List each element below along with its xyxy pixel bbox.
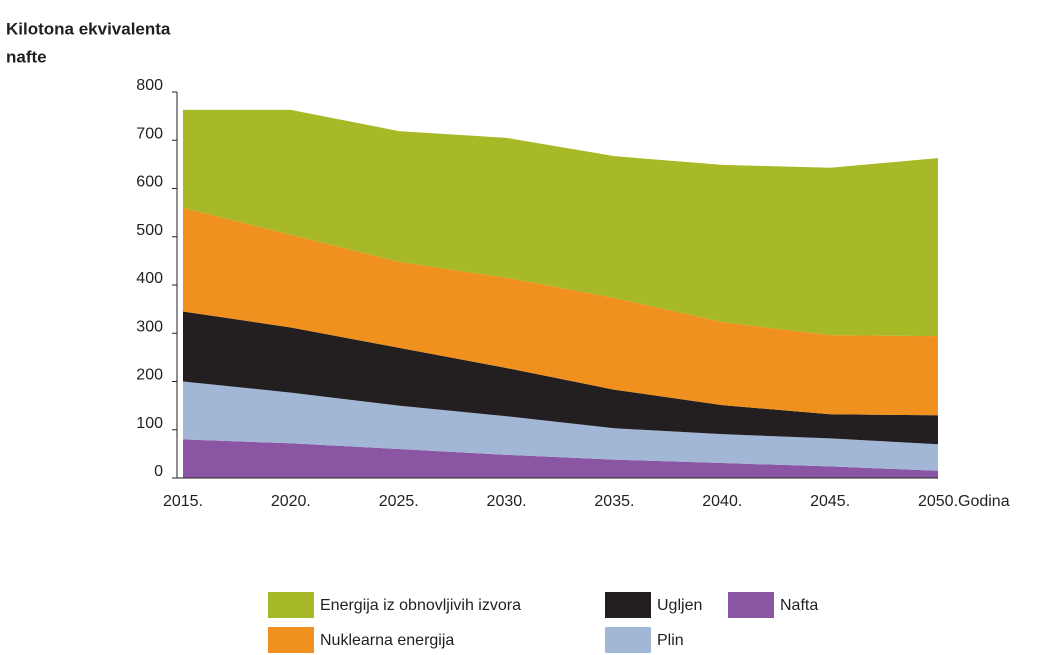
x-tick-label: 2015.: [163, 493, 203, 510]
y-axis-label: nafte: [6, 47, 47, 66]
x-tick-label: 2040.: [702, 493, 742, 510]
legend-label: Nuklearna energija: [320, 632, 454, 649]
x-tick-label: 2050.: [918, 493, 958, 510]
x-tick-label: 2030.: [487, 493, 527, 510]
x-tick-label: 2025.: [379, 493, 419, 510]
x-tick-label: 2020.: [271, 493, 311, 510]
legend-swatch: [605, 627, 651, 653]
y-tick-label: 200: [136, 367, 163, 384]
y-tick-label: 800: [136, 77, 163, 94]
x-axis-label: Godina: [958, 493, 1010, 510]
legend-swatch: [268, 627, 314, 653]
legend-swatch: [605, 592, 651, 618]
y-tick-label: 700: [136, 125, 163, 142]
x-tick-label: 2035.: [594, 493, 634, 510]
y-tick-label: 500: [136, 222, 163, 239]
y-tick-label: 300: [136, 318, 163, 335]
y-axis-label: Kilotona ekvivalenta: [6, 19, 171, 38]
legend-label: Ugljen: [657, 597, 702, 614]
y-tick-label: 400: [136, 270, 163, 287]
y-tick-label: 0: [154, 463, 163, 480]
y-tick-label: 600: [136, 174, 163, 191]
x-tick-label: 2045.: [810, 493, 850, 510]
area: [183, 381, 938, 471]
area: [183, 439, 938, 478]
area: [183, 311, 938, 445]
legend-label: Plin: [657, 632, 684, 649]
y-tick-label: 100: [136, 415, 163, 432]
area: [183, 207, 938, 416]
area: [183, 109, 938, 337]
legend-swatch: [268, 592, 314, 618]
legend-label: Nafta: [780, 597, 818, 614]
legend-swatch: [728, 592, 774, 618]
legend-label: Energija iz obnovljivih izvora: [320, 597, 521, 614]
